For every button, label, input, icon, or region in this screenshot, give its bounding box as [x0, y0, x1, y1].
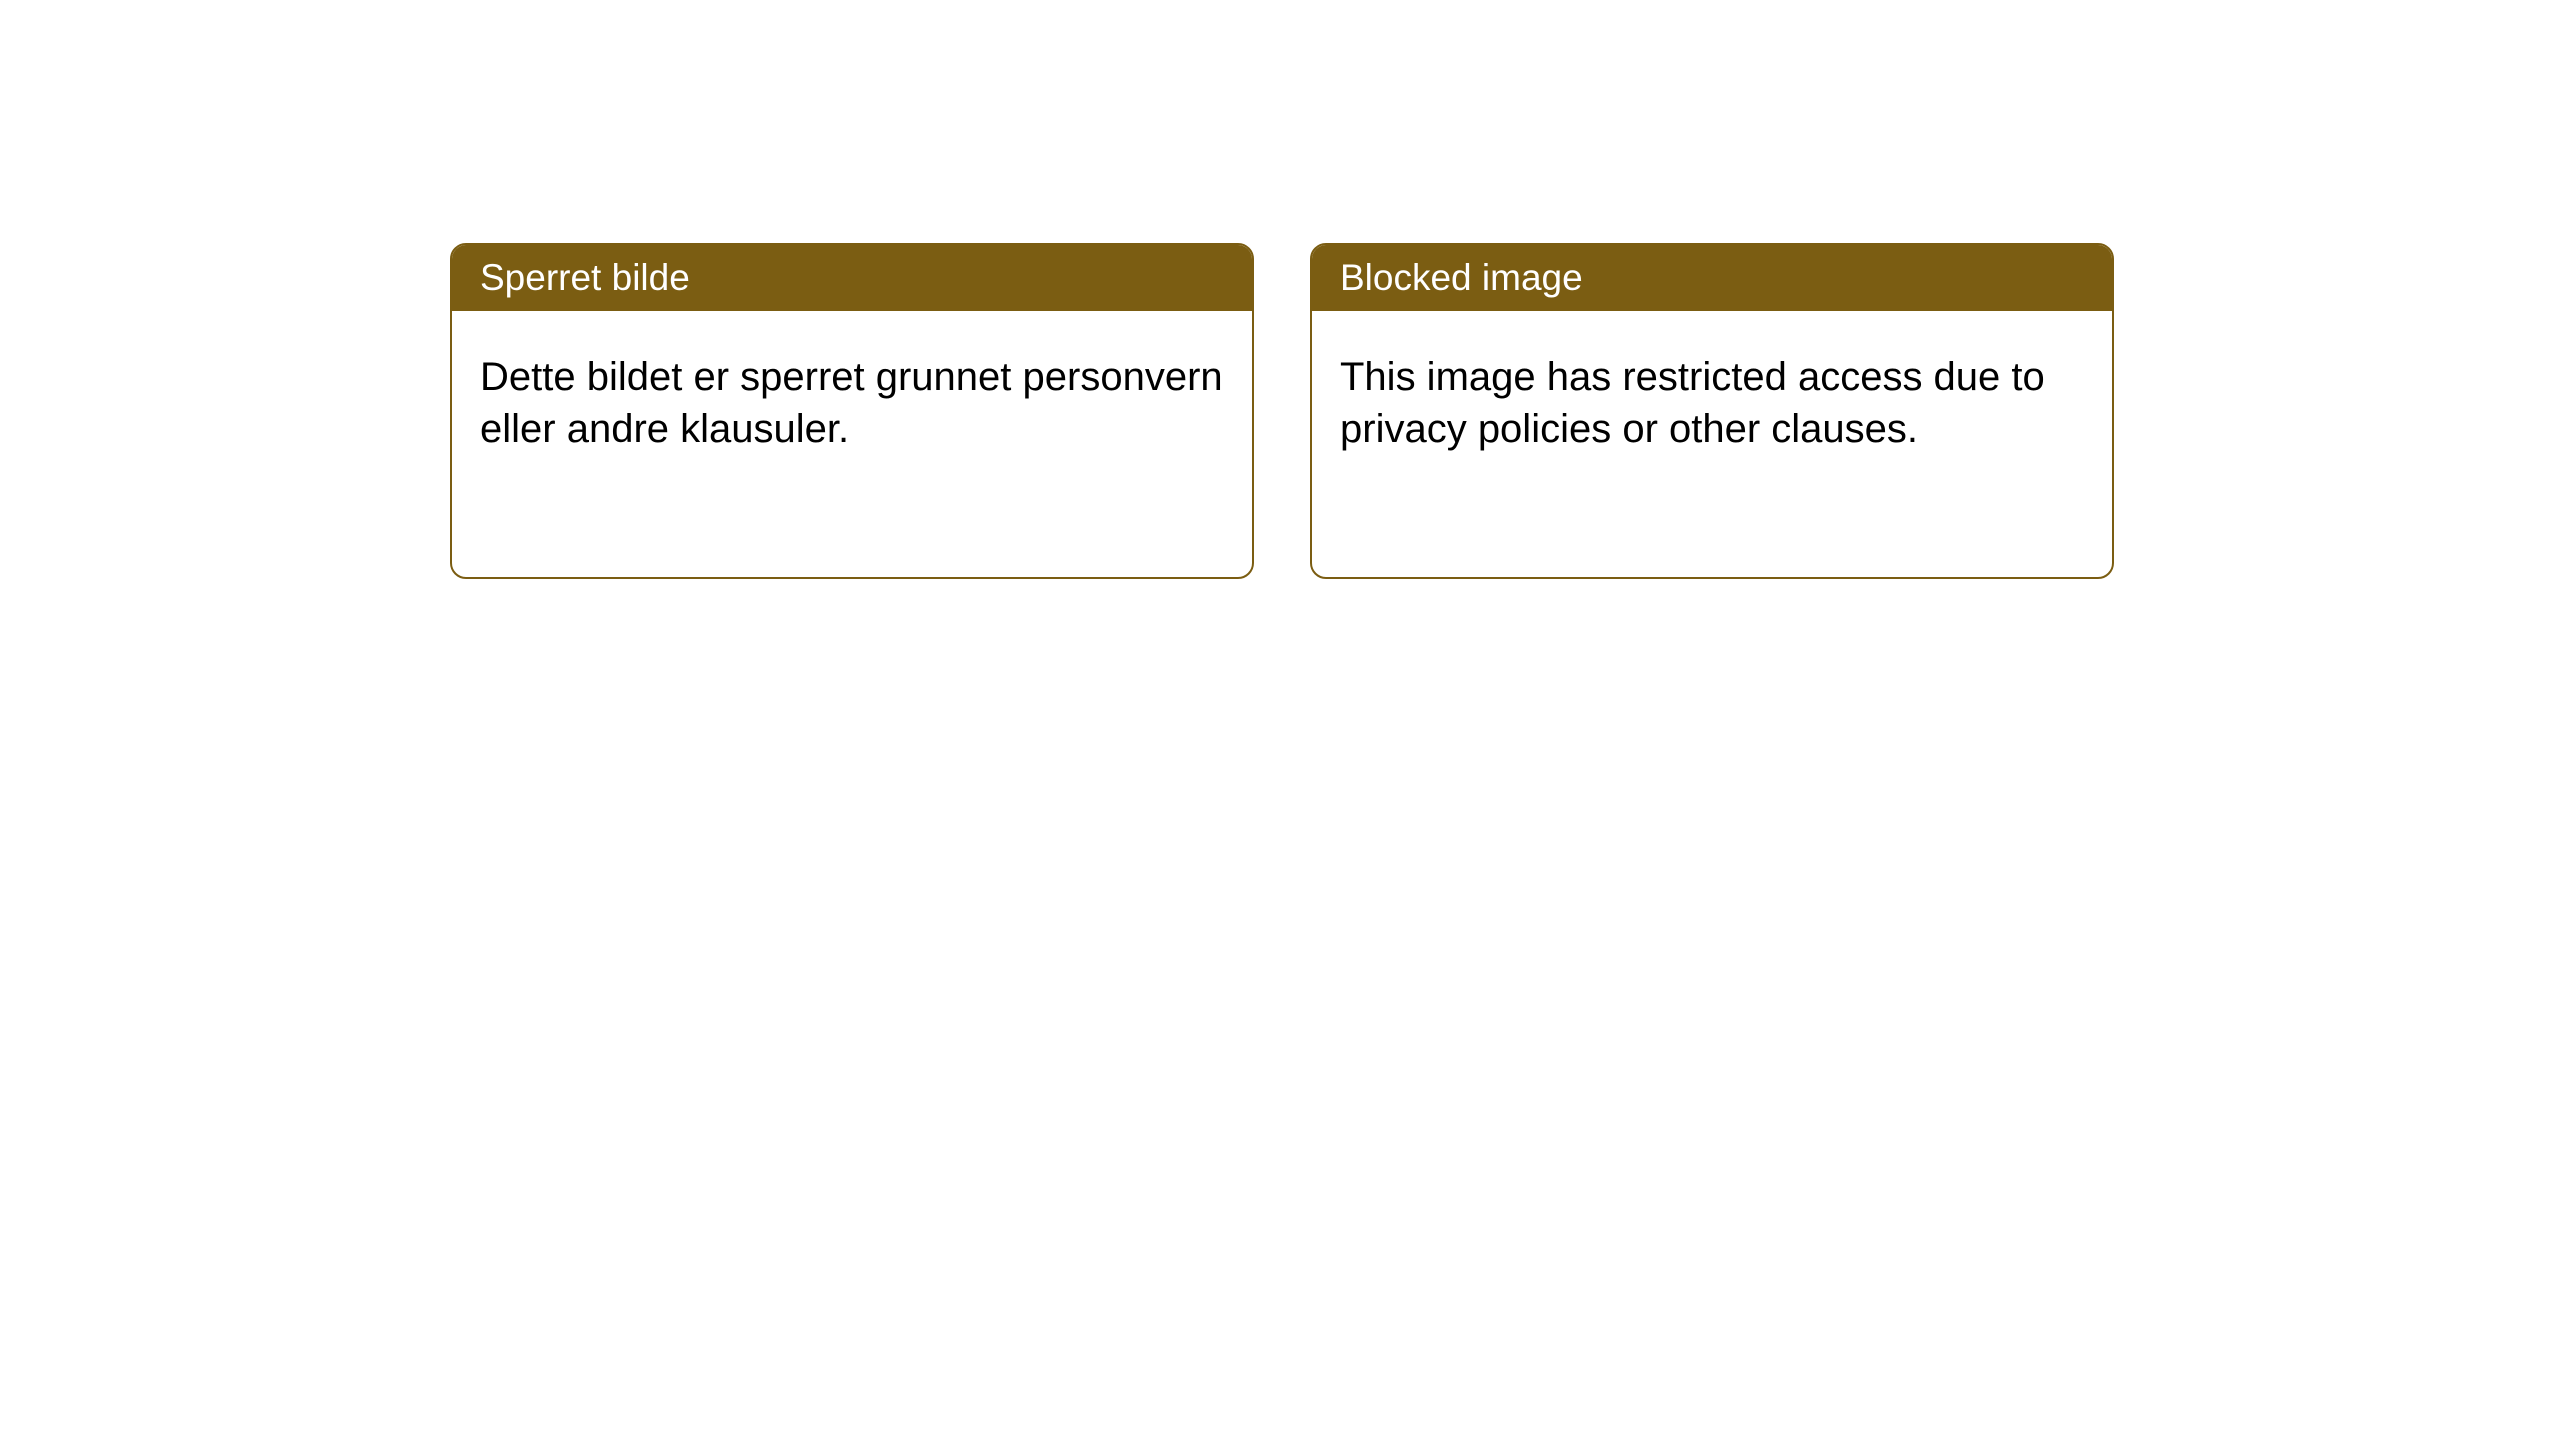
notice-body: This image has restricted access due to …	[1312, 311, 2112, 483]
notice-body: Dette bildet er sperret grunnet personve…	[452, 311, 1252, 483]
notice-title: Sperret bilde	[480, 257, 690, 298]
notice-header: Sperret bilde	[452, 245, 1252, 311]
notice-container: Sperret bilde Dette bildet er sperret gr…	[0, 0, 2560, 579]
notice-body-text: Dette bildet er sperret grunnet personve…	[480, 355, 1223, 451]
notice-card-norwegian: Sperret bilde Dette bildet er sperret gr…	[450, 243, 1254, 579]
notice-header: Blocked image	[1312, 245, 2112, 311]
notice-title: Blocked image	[1340, 257, 1583, 298]
notice-card-english: Blocked image This image has restricted …	[1310, 243, 2114, 579]
notice-body-text: This image has restricted access due to …	[1340, 355, 2045, 451]
